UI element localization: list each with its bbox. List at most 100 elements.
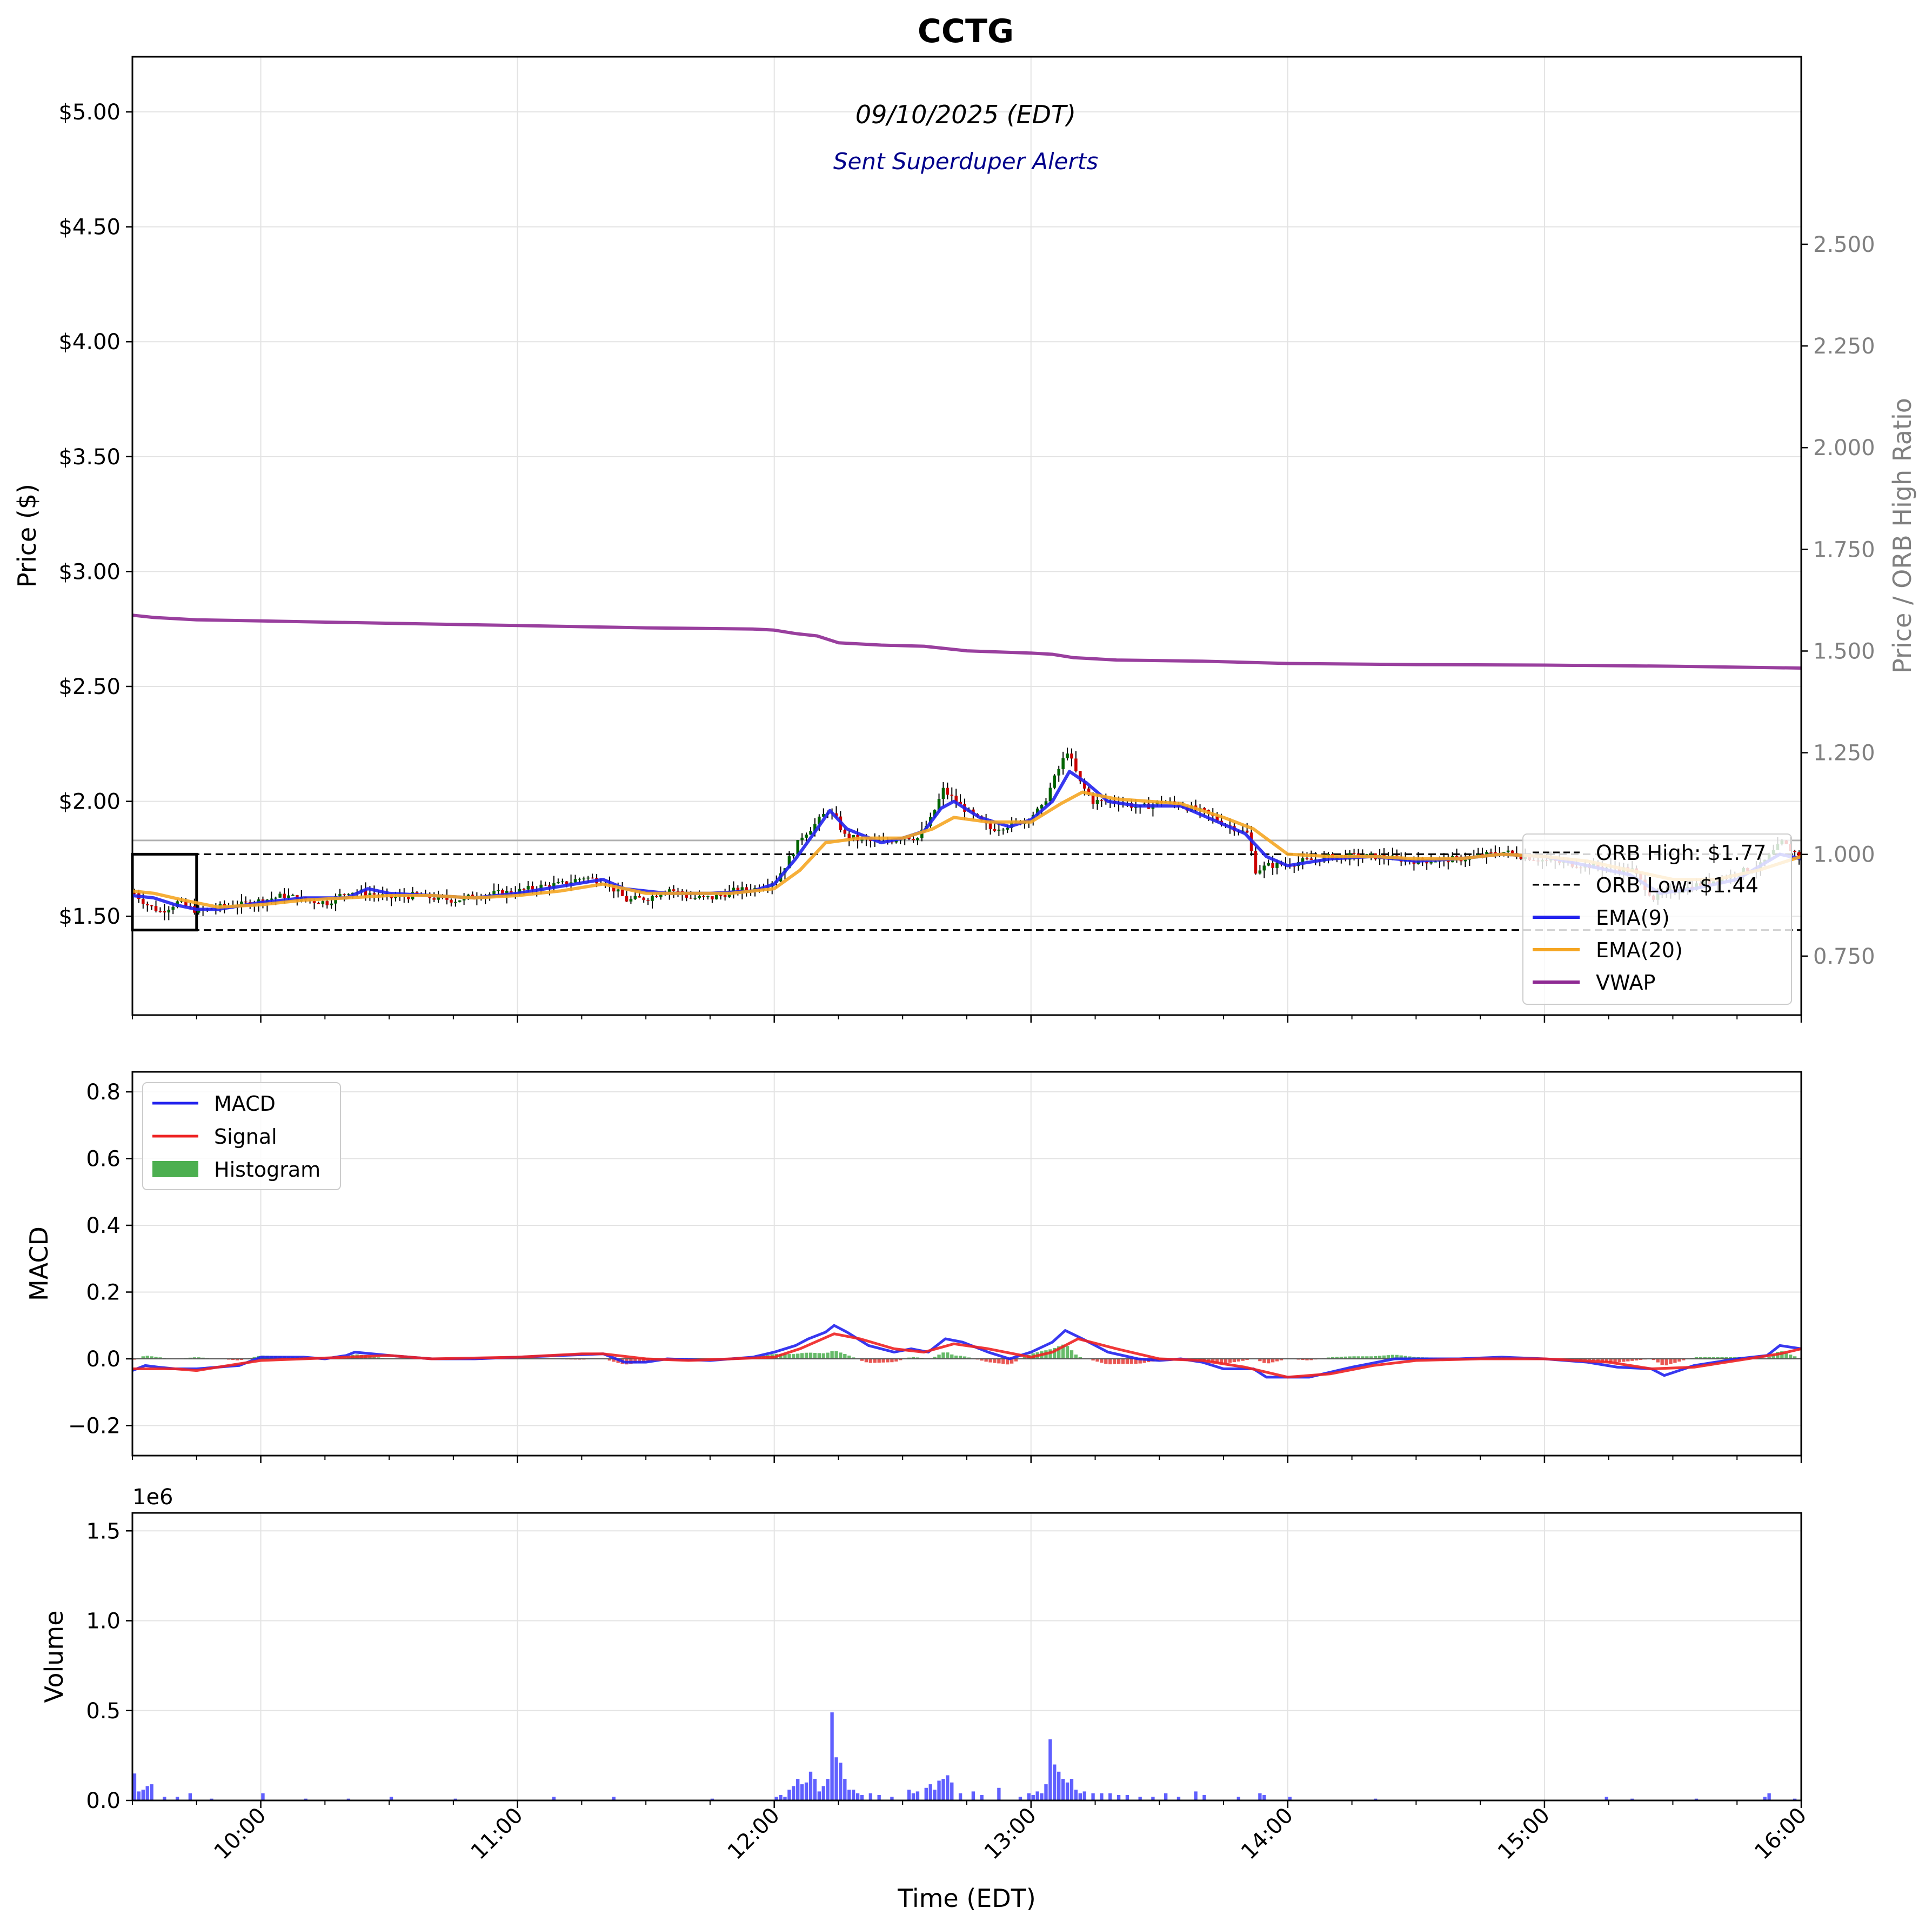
histogram-bar	[1784, 1353, 1788, 1359]
candle-body	[586, 877, 590, 879]
candle-body	[946, 788, 950, 795]
candle-body	[941, 788, 945, 799]
ratio-y-tick-label: 1.000	[1813, 843, 1875, 868]
candle-body	[672, 889, 676, 891]
histogram-bar	[1789, 1355, 1793, 1359]
volume-y-ticks: 0.0 0.5 1.0 1.5	[86, 1519, 132, 1813]
histogram-bar	[1793, 1356, 1797, 1359]
candle-body	[145, 904, 149, 906]
x-axis-label: Time (EDT)	[897, 1884, 1036, 1913]
legend-swatch	[152, 1161, 198, 1177]
candle-body	[150, 905, 153, 906]
histogram-bar	[1104, 1358, 1108, 1364]
histogram-bar	[890, 1358, 894, 1363]
volume-bar	[1288, 1797, 1292, 1800]
candle-body	[291, 895, 295, 896]
histogram-bar	[1326, 1357, 1331, 1359]
y-tick-label: $2.50	[58, 675, 121, 699]
candle-body	[912, 838, 915, 840]
histogram-bar	[1361, 1356, 1365, 1359]
histogram-bar	[1236, 1358, 1240, 1362]
histogram-bar	[1125, 1358, 1129, 1364]
candle-body	[1079, 771, 1082, 782]
histogram-bar	[1065, 1346, 1069, 1359]
candle-body	[1245, 830, 1249, 833]
candle-body	[616, 889, 620, 892]
histogram-bar	[201, 1357, 205, 1359]
candle-body	[552, 883, 556, 888]
candle-body	[368, 893, 372, 896]
histogram-bar	[1617, 1358, 1621, 1363]
histogram-bar	[1382, 1355, 1386, 1359]
histogram-bar	[1108, 1358, 1112, 1365]
volume-bar	[145, 1786, 149, 1800]
candle-body	[1352, 853, 1356, 855]
ratio-y-axis-label: Price / ORB High Ratio	[1888, 398, 1917, 673]
price-x-ticks	[132, 1015, 1802, 1023]
volume-bar	[1605, 1797, 1608, 1800]
histogram-bar	[646, 1358, 650, 1362]
histogram-bar	[1399, 1355, 1403, 1359]
histogram-bar	[1069, 1350, 1074, 1359]
candle-body	[539, 884, 543, 890]
candle-body	[689, 897, 693, 899]
histogram-bar	[1232, 1358, 1236, 1363]
histogram-bar	[1245, 1358, 1249, 1360]
volume-bar	[774, 1797, 778, 1800]
histogram-bar	[933, 1357, 937, 1359]
candle-body	[796, 840, 800, 855]
volume-bar	[1091, 1793, 1095, 1800]
histogram-bar	[1262, 1358, 1266, 1363]
candle-body	[450, 899, 453, 903]
histogram-bar	[1682, 1358, 1686, 1360]
histogram-bar	[886, 1358, 890, 1363]
histogram-bar	[1014, 1358, 1018, 1362]
candle-body	[685, 894, 688, 898]
volume-bar	[826, 1779, 830, 1800]
volume-bar	[971, 1791, 975, 1800]
candle-body	[1215, 816, 1219, 821]
histogram-bar	[911, 1357, 915, 1359]
histogram-bar	[1074, 1355, 1078, 1359]
candle-body	[509, 891, 513, 893]
ratio-y-tick-label: 1.250	[1813, 741, 1875, 766]
volume-bar	[907, 1790, 911, 1800]
histogram-bar	[881, 1358, 885, 1363]
histogram-bar	[821, 1353, 825, 1359]
volume-bar	[304, 1798, 307, 1800]
histogram-bar	[937, 1355, 941, 1359]
candle-body	[809, 831, 812, 835]
histogram-bar	[1057, 1346, 1061, 1359]
candle-body	[1262, 865, 1266, 871]
histogram-bar	[1279, 1358, 1283, 1360]
histogram-bar	[826, 1352, 830, 1359]
volume-bar	[890, 1797, 894, 1800]
histogram-bar	[1095, 1358, 1099, 1362]
volume-bar	[915, 1791, 920, 1800]
histogram-bar	[1219, 1358, 1224, 1364]
histogram-bar	[1609, 1358, 1613, 1363]
candle-body	[950, 795, 954, 796]
volume-bar	[847, 1790, 851, 1800]
chart-subtitle: 09/10/2025 (EDT)	[855, 100, 1076, 129]
volume-bar	[346, 1798, 351, 1800]
histogram-bar	[1673, 1358, 1677, 1363]
histogram-bar	[1767, 1357, 1771, 1359]
legend-label: ORB Low: $1.44	[1596, 873, 1759, 897]
price-y-axis-label: Price ($)	[12, 484, 42, 588]
volume-bar	[1176, 1797, 1181, 1800]
candle-body	[1793, 851, 1796, 852]
y-tick-label: $2.00	[58, 790, 121, 815]
candle-body	[445, 896, 449, 900]
volume-bar	[800, 1784, 804, 1800]
candle-body	[347, 893, 350, 895]
candle-body	[283, 893, 286, 898]
volume-bar	[855, 1793, 860, 1800]
candle-body	[1412, 861, 1416, 864]
histogram-bar	[1664, 1358, 1668, 1366]
candle-body	[676, 891, 680, 892]
volume-bar	[710, 1798, 714, 1800]
candle-body	[954, 796, 958, 802]
candle-body	[1044, 801, 1048, 805]
histogram-bar	[1305, 1358, 1309, 1360]
